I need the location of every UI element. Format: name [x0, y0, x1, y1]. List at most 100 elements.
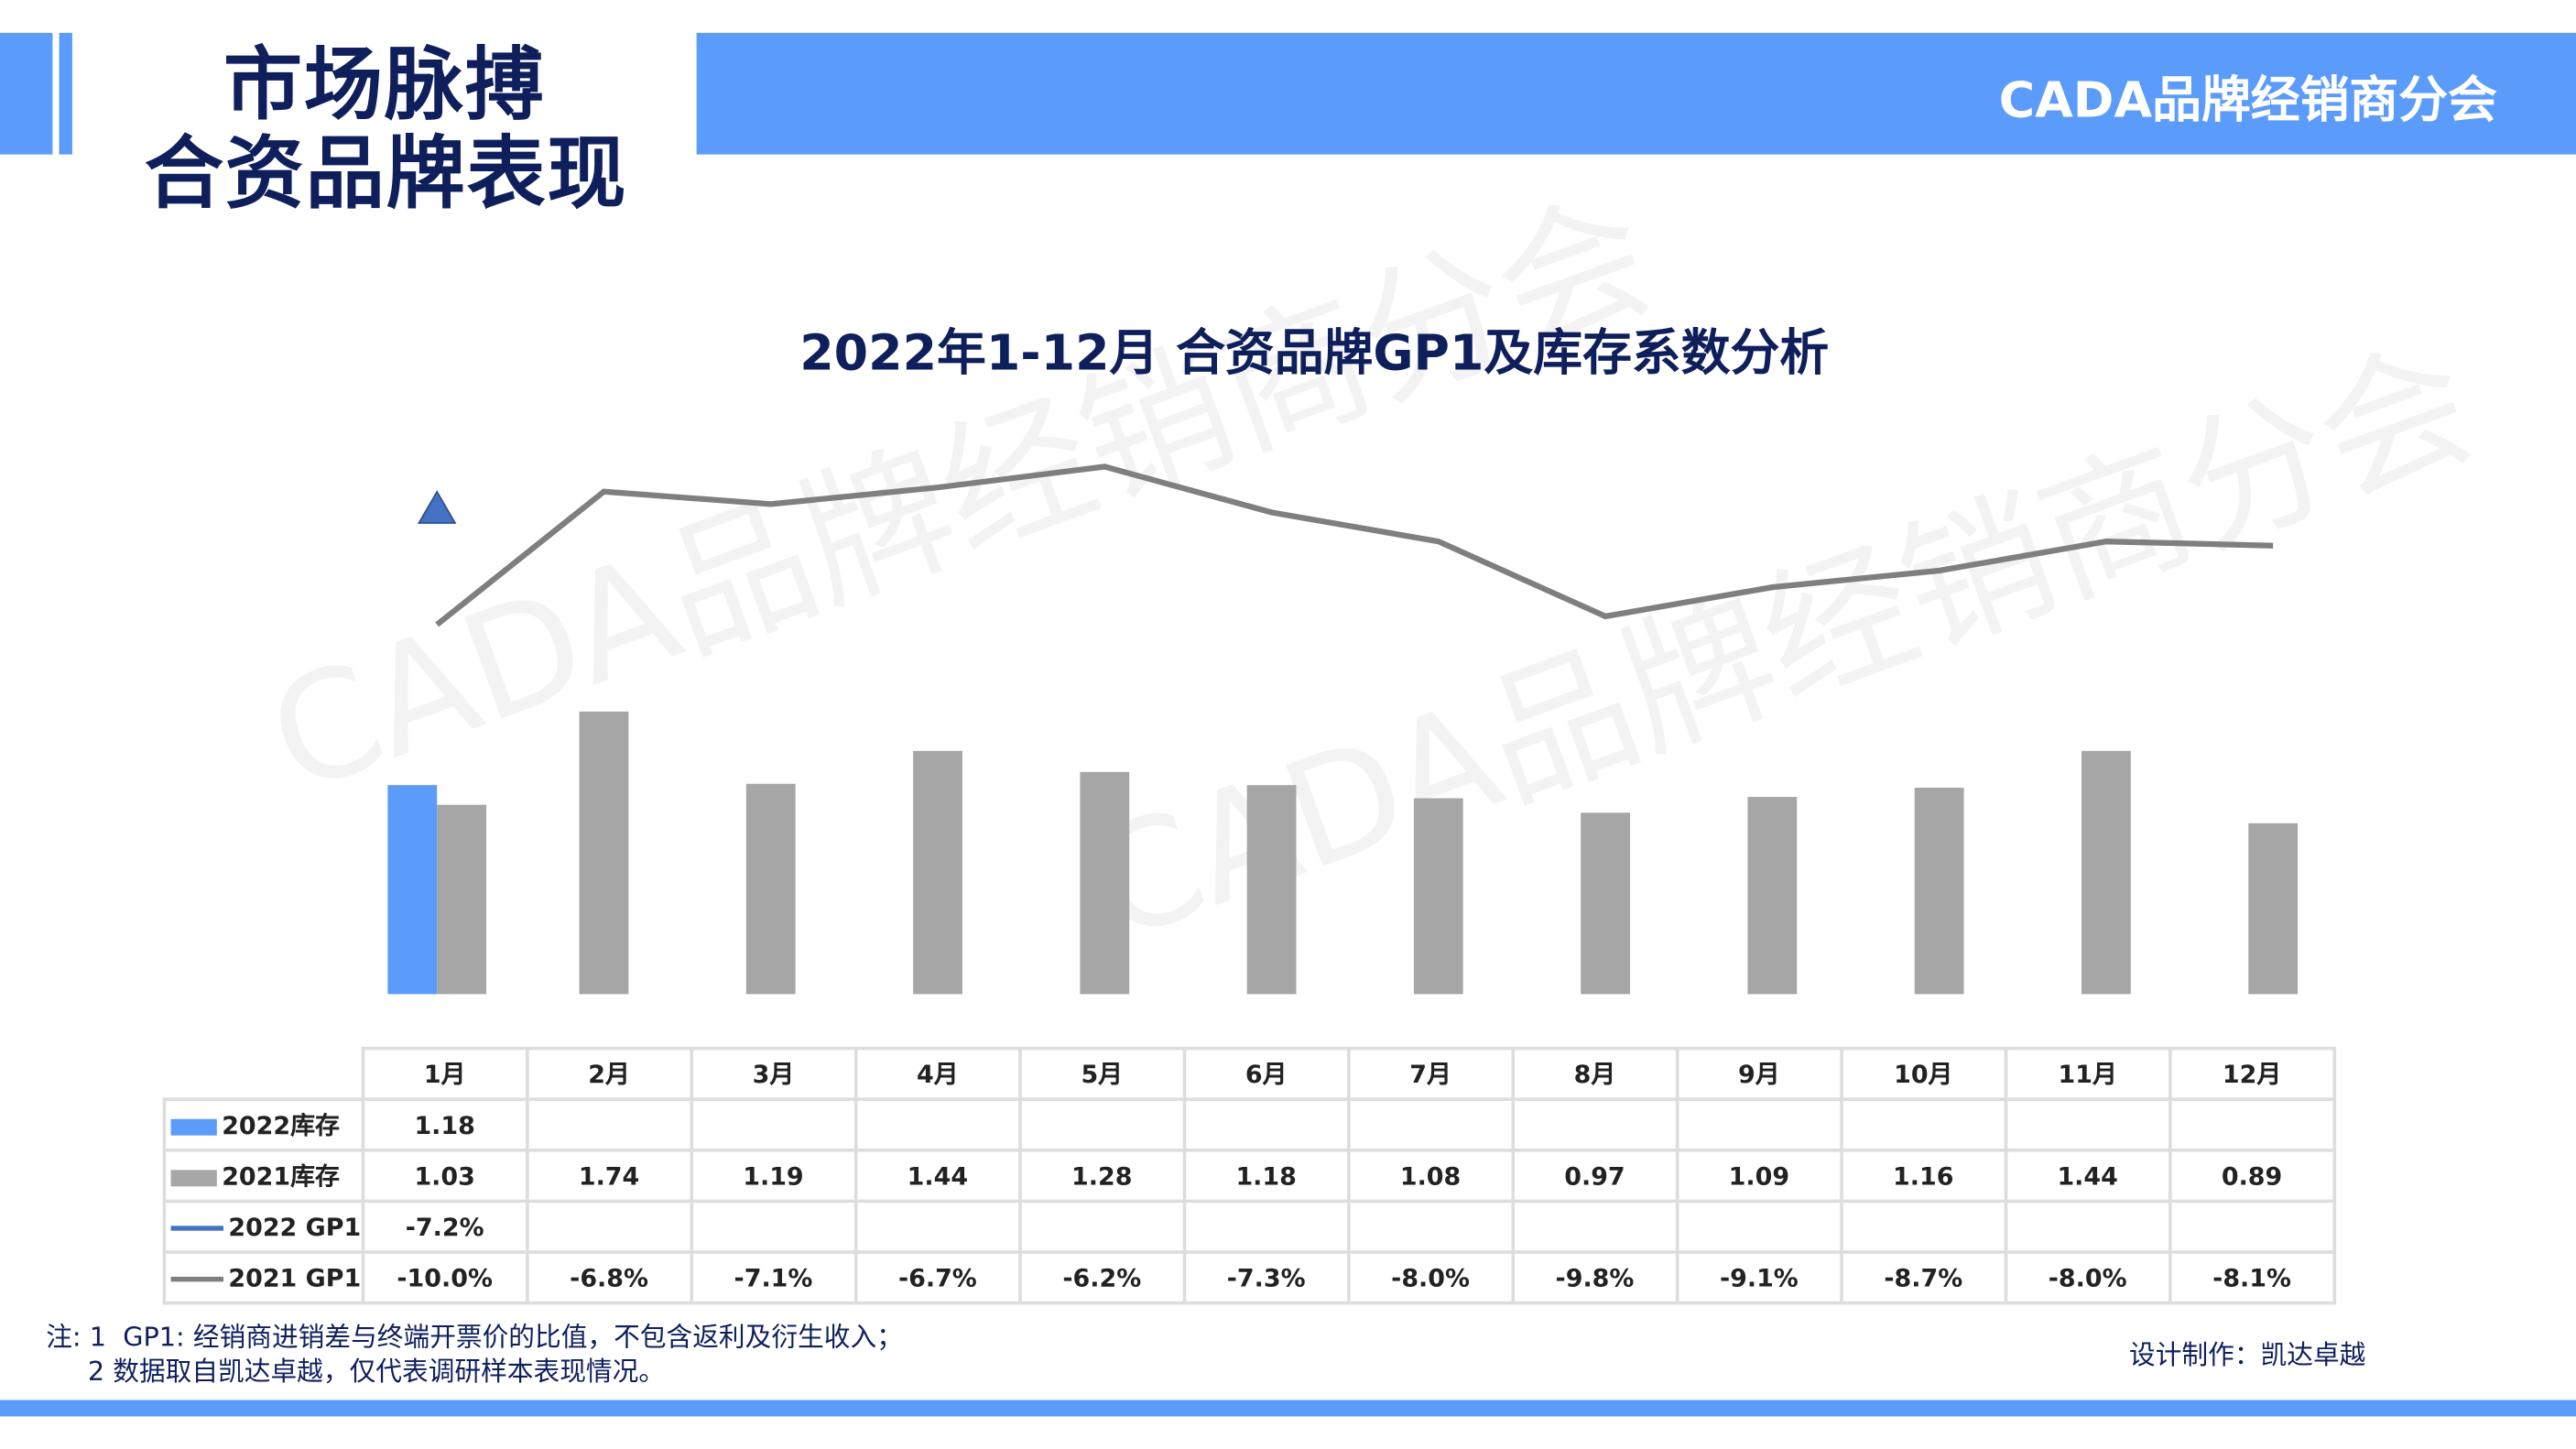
- data-cell: [1839, 1097, 2007, 1152]
- month-header: 12月: [2168, 1046, 2336, 1101]
- series-label: 2021库存: [162, 1149, 364, 1204]
- data-cell: [1346, 1199, 1515, 1254]
- series-name: 2022 GP1: [228, 1212, 362, 1242]
- data-cell: 1.74: [525, 1149, 693, 1204]
- data-cell: 1.19: [689, 1149, 857, 1204]
- brand-label: CADA品牌经销商分会: [1998, 71, 2497, 130]
- data-cell: [525, 1097, 693, 1152]
- bar-2021-inventory: [1246, 785, 1297, 995]
- table-row: 2021库存 1.03 1.74 1.19 1.44 1.28 1.18 1.08 0.97 1.…: [162, 1149, 2336, 1204]
- page-title-line1: 市场脉搏: [223, 39, 546, 132]
- bar-2021-inventory: [579, 711, 629, 995]
- data-cell: 1.18: [361, 1097, 529, 1152]
- month-header: 9月: [1675, 1046, 1843, 1101]
- legend-swatch: [170, 1117, 217, 1135]
- data-cell: [1017, 1199, 1186, 1254]
- month-header: 11月: [2004, 1046, 2172, 1101]
- footnote-line2: 2 数据取自凯达卓越，仅代表调研样本表现情况。: [46, 1356, 666, 1388]
- chart-plot: [387, 463, 2299, 995]
- data-cell: 1.08: [1346, 1149, 1515, 1204]
- data-cell: [1017, 1097, 1186, 1152]
- data-cell: [853, 1199, 1022, 1254]
- data-cell: -7.3%: [1182, 1250, 1351, 1305]
- bar-2021-inventory: [2248, 823, 2299, 995]
- data-cell: 1.16: [1839, 1149, 2007, 1204]
- month-header: 7月: [1346, 1046, 1515, 1101]
- bar-2021-inventory: [2081, 750, 2131, 995]
- data-cell: 1.44: [853, 1149, 1022, 1204]
- month-header: 6月: [1182, 1046, 1351, 1101]
- data-cell: [689, 1199, 857, 1254]
- left-accent-bar: [0, 32, 53, 155]
- month-header: 3月: [689, 1046, 857, 1101]
- data-cell: -6.7%: [853, 1250, 1022, 1305]
- bar-2021-inventory: [437, 804, 487, 995]
- series-name: 2021库存: [222, 1161, 340, 1192]
- data-cell: -6.8%: [525, 1250, 693, 1305]
- bar-2021-inventory: [745, 783, 796, 995]
- table-corner: [164, 1048, 363, 1101]
- series-label: 2022 GP1: [162, 1199, 364, 1254]
- legend-line-icon: [170, 1276, 223, 1281]
- table-row: 2022库存 1.18: [162, 1097, 2336, 1152]
- month-header: 4月: [853, 1046, 1022, 1101]
- data-cell: 1.09: [1675, 1149, 1843, 1204]
- footnote: 注: 1 GP1: 经销商进销差与终端开票价的比值，不包含返利及衍生收入； 2 …: [46, 1320, 903, 1389]
- data-cell: -8.1%: [2168, 1250, 2336, 1305]
- data-cell: [1510, 1097, 1679, 1152]
- footnote-line1: 注: 1 GP1: 经销商进销差与终端开票价的比值，不包含返利及衍生收入；: [46, 1321, 903, 1353]
- chart-title: 2022年1-12月 合资品牌GP1及库存系数分析: [799, 325, 1830, 384]
- data-cell: -7.1%: [689, 1250, 857, 1305]
- data-cell: [2168, 1097, 2336, 1152]
- bar-2021-inventory: [1747, 797, 1798, 995]
- legend-line-icon: [170, 1225, 223, 1230]
- data-cell: 1.03: [361, 1149, 529, 1204]
- bar-2021-inventory: [1413, 798, 1463, 995]
- data-cell: -9.8%: [1510, 1250, 1679, 1305]
- table-row: 2021 GP1 -10.0% -6.8% -7.1% -6.7% -6.2% -7.3% -…: [162, 1250, 2336, 1305]
- data-cell: -8.0%: [1346, 1250, 1515, 1305]
- legend-swatch: [170, 1169, 217, 1186]
- table-row: 2022 GP1 -7.2%: [162, 1199, 2336, 1254]
- data-cell: -8.0%: [2004, 1250, 2172, 1305]
- data-cell: 1.18: [1182, 1149, 1351, 1204]
- data-cell: -8.7%: [1839, 1250, 2007, 1305]
- series-name: 2021 GP1: [228, 1262, 362, 1292]
- data-cell: [1182, 1097, 1351, 1152]
- data-cell: [1346, 1097, 1515, 1152]
- header-banner: [696, 32, 2576, 155]
- series-label: 2022库存: [162, 1097, 364, 1152]
- footer-bar: [0, 1400, 2576, 1417]
- series-name: 2022库存: [222, 1110, 340, 1141]
- data-cell: -9.1%: [1675, 1250, 1843, 1305]
- data-cell: -10.0%: [361, 1250, 529, 1305]
- data-table: 1月 2月 3月 4月 5月 6月 7月 8月 9月 10月 11月 12月 2022库存 1.18 202…: [162, 1046, 2336, 1305]
- bar-2021-inventory: [913, 750, 962, 995]
- data-cell: [2004, 1199, 2172, 1254]
- data-cell: [853, 1097, 1022, 1152]
- data-cell: [1839, 1199, 2007, 1254]
- data-cell: [525, 1199, 693, 1254]
- data-cell: [2004, 1097, 2172, 1152]
- line-2021-gp1: [435, 463, 2274, 627]
- data-cell: 1.44: [2004, 1149, 2172, 1204]
- data-cell: [1675, 1199, 1843, 1254]
- credit: 设计制作：凯达卓越: [2129, 1339, 2366, 1371]
- month-header: 10月: [1839, 1046, 2007, 1101]
- data-cell: [1675, 1097, 1843, 1152]
- month-header: 2月: [525, 1046, 693, 1101]
- data-cell: 1.28: [1017, 1149, 1186, 1204]
- data-cell: [1182, 1199, 1351, 1254]
- marker-2022-gp1: [417, 490, 457, 524]
- table-header-row: 1月 2月 3月 4月 5月 6月 7月 8月 9月 10月 11月 12月: [164, 1046, 2336, 1101]
- bar-2021-inventory: [1914, 788, 1964, 995]
- bar-2021-inventory: [1581, 812, 1631, 995]
- month-header: 5月: [1017, 1046, 1186, 1101]
- data-cell: -6.2%: [1017, 1250, 1186, 1305]
- bar-2021-inventory: [1080, 771, 1130, 995]
- data-cell: [689, 1097, 857, 1152]
- series-label: 2021 GP1: [162, 1250, 364, 1305]
- data-cell: [1510, 1199, 1679, 1254]
- data-cell: 0.89: [2168, 1149, 2336, 1204]
- data-cell: 0.97: [1510, 1149, 1679, 1204]
